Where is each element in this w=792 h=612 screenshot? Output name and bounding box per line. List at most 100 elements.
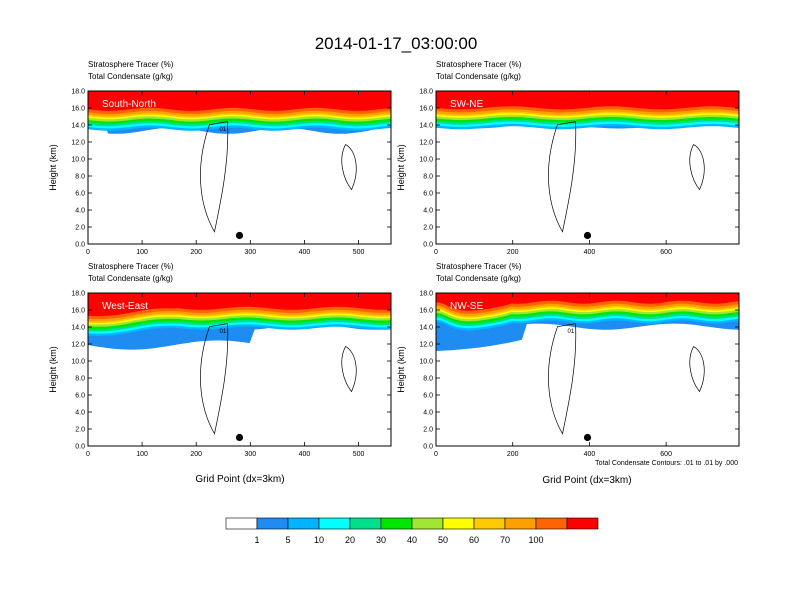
panel-sw-ne: SW-NE Stratosphere Tracer (%) Total Conden… (396, 60, 740, 256)
y-tick-label: 0.0 (75, 444, 85, 451)
colorbar-swatch (473, 517, 506, 530)
panel-south-north: 01 South-North Stratosphere Tracer (%) Tota… (48, 60, 392, 256)
y-tick-label: 2.0 (423, 225, 433, 232)
y-tick-label: 0.0 (423, 444, 433, 451)
x-tick-label: 0 (434, 249, 438, 256)
y-axis-label: Height (km) (396, 346, 406, 393)
colorbar-swatch (411, 517, 444, 530)
y-tick-label: 8.0 (75, 376, 85, 383)
panel-label: SW-NE (450, 99, 483, 110)
location-marker (583, 231, 592, 240)
colorbar-swatch (442, 517, 475, 530)
y-tick-label: 18.0 (419, 89, 433, 96)
colorbar-label: 1 (254, 535, 259, 545)
y-tick-label: 8.0 (423, 376, 433, 383)
y-tick-label: 0.0 (75, 242, 85, 249)
y-tick-label: 14.0 (71, 325, 85, 332)
x-tick-label: 400 (299, 249, 311, 256)
contour-label: 01 (220, 329, 227, 335)
plot-frame (435, 292, 740, 447)
contour-label: 01 (568, 329, 575, 335)
colorbar-swatch (318, 517, 351, 530)
y-tick-label: 10.0 (71, 359, 85, 366)
y-tick-label: 6.0 (75, 191, 85, 198)
condensate-contour (200, 323, 229, 435)
condensate-contour (548, 323, 577, 435)
x-tick-label: 400 (299, 451, 311, 458)
location-marker (583, 433, 592, 442)
colorbar-swatch (287, 517, 320, 530)
tracer-field: 01 (88, 293, 391, 446)
x-tick-label: 600 (660, 249, 672, 256)
panel-title-condensate: Total Condensate (g/kg) (436, 274, 521, 283)
colorbar-label: 70 (500, 535, 510, 545)
y-tick-label: 2.0 (75, 225, 85, 232)
x-tick-label: 0 (434, 451, 438, 458)
colorbar-label: 30 (376, 535, 386, 545)
y-tick-label: 14.0 (419, 123, 433, 130)
panel-title-condensate: Total Condensate (g/kg) (88, 274, 173, 283)
colorbar-swatch (225, 517, 258, 530)
y-tick-label: 2.0 (423, 427, 433, 434)
condensate-contour (689, 144, 705, 191)
plot-frame (87, 90, 392, 245)
plot-frame (435, 90, 740, 245)
condensate-contour (341, 144, 357, 191)
y-tick-label: 2.0 (75, 427, 85, 434)
tracer-field: 01 (88, 91, 391, 244)
x-tick-label: 300 (244, 451, 256, 458)
location-marker (235, 433, 244, 442)
panel-label: West-East (102, 301, 148, 312)
colorbar-label: 10 (314, 535, 324, 545)
location-marker (235, 231, 244, 240)
panel-title-tracer: Stratosphere Tracer (%) (436, 60, 522, 69)
x-tick-label: 0 (86, 451, 90, 458)
panel-label: South-North (102, 99, 156, 110)
condensate-contour (341, 346, 357, 393)
y-tick-label: 16.0 (71, 308, 85, 315)
y-tick-label: 12.0 (419, 140, 433, 147)
y-axis-label: Height (km) (396, 144, 406, 191)
colorbar-swatch (256, 517, 289, 530)
colorbar-swatch (504, 517, 537, 530)
y-tick-label: 0.0 (423, 242, 433, 249)
colorbar-swatch (380, 517, 413, 530)
y-tick-label: 8.0 (423, 174, 433, 181)
panel-title-condensate: Total Condensate (g/kg) (88, 72, 173, 81)
contour-label: 01 (220, 127, 227, 133)
plot-frame (87, 292, 392, 447)
y-axis-label: Height (km) (48, 144, 58, 191)
y-tick-label: 4.0 (75, 208, 85, 215)
y-tick-label: 6.0 (75, 393, 85, 400)
tracer-field: 01 (436, 293, 739, 446)
x-tick-label: 0 (86, 249, 90, 256)
y-tick-label: 16.0 (419, 106, 433, 113)
y-tick-label: 10.0 (419, 157, 433, 164)
colorbar-swatch (566, 517, 599, 530)
y-tick-label: 14.0 (419, 325, 433, 332)
y-tick-label: 12.0 (71, 342, 85, 349)
condensate-contour (548, 121, 577, 233)
panel-title-condensate: Total Condensate (g/kg) (436, 72, 521, 81)
y-tick-label: 4.0 (423, 410, 433, 417)
y-axis-label: Height (km) (48, 346, 58, 393)
y-tick-label: 14.0 (71, 123, 85, 130)
y-tick-label: 4.0 (75, 410, 85, 417)
x-tick-label: 100 (136, 249, 148, 256)
x-tick-label: 400 (584, 451, 596, 458)
x-tick-label: 400 (584, 249, 596, 256)
y-tick-label: 6.0 (423, 393, 433, 400)
y-tick-label: 16.0 (419, 308, 433, 315)
panel-label: NW-SE (450, 301, 483, 312)
y-tick-label: 18.0 (419, 291, 433, 298)
condensate-contour (200, 121, 229, 233)
y-tick-label: 16.0 (71, 106, 85, 113)
colorbar-label: 5 (285, 535, 290, 545)
y-tick-label: 8.0 (75, 174, 85, 181)
panel-title-tracer: Stratosphere Tracer (%) (88, 60, 174, 69)
x-tick-label: 200 (190, 451, 202, 458)
x-tick-label: 200 (507, 249, 519, 256)
x-tick-label: 200 (507, 451, 519, 458)
panel-title-tracer: Stratosphere Tracer (%) (436, 262, 522, 271)
y-tick-label: 10.0 (71, 157, 85, 164)
